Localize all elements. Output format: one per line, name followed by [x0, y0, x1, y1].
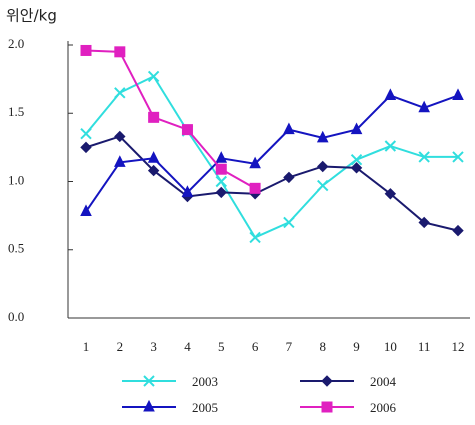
legend-label: 2004 [370, 374, 397, 389]
y-tick-label: 1.5 [8, 104, 24, 119]
point [317, 160, 329, 173]
point [384, 188, 397, 200]
point [350, 122, 363, 135]
point [249, 156, 261, 169]
point [452, 151, 464, 163]
x-tick-label: 12 [452, 339, 465, 354]
legend-marker [321, 401, 333, 413]
y-tick-label: 0.5 [8, 241, 24, 256]
x-tick-label: 9 [353, 339, 360, 354]
x-tick-label: 4 [184, 339, 191, 354]
point [215, 175, 227, 188]
point [114, 46, 126, 58]
point [215, 186, 227, 199]
point [147, 70, 160, 83]
y-tick-label: 1.0 [8, 172, 24, 187]
y-tick-label: 2.0 [8, 36, 24, 51]
point [418, 216, 430, 229]
point [249, 231, 261, 244]
x-tick-label: 3 [150, 339, 157, 354]
legend-label: 2005 [192, 400, 218, 415]
point [418, 100, 430, 113]
point [350, 162, 363, 174]
x-tick-label: 5 [218, 339, 225, 354]
series-line [85, 94, 459, 213]
x-tick-label: 11 [418, 339, 431, 354]
point [80, 141, 92, 154]
point [181, 185, 194, 197]
y-axis-label: 위안/kg [6, 7, 57, 25]
x-tick-label: 10 [384, 339, 397, 354]
point [147, 164, 160, 177]
point [80, 44, 92, 56]
point [452, 88, 464, 101]
point [80, 204, 92, 217]
point [181, 124, 193, 136]
point [384, 88, 397, 101]
x-tick-label: 7 [286, 339, 293, 354]
legend-label: 2006 [370, 400, 397, 415]
series-line [85, 49, 256, 190]
point [114, 155, 126, 167]
point [80, 128, 92, 140]
x-tick-label: 8 [319, 339, 326, 354]
point [283, 216, 295, 229]
legend-marker [143, 375, 155, 387]
point [452, 224, 464, 237]
series-line [85, 135, 459, 232]
point [148, 111, 160, 123]
x-tick-label: 2 [117, 339, 124, 354]
x-tick-label: 6 [252, 339, 259, 354]
point [418, 151, 430, 163]
point [316, 130, 329, 143]
series-line [85, 75, 458, 239]
x-tick-label: 1 [83, 339, 90, 354]
point [249, 182, 261, 194]
point [350, 153, 363, 166]
point [283, 122, 295, 135]
point [215, 151, 228, 163]
point [384, 140, 397, 152]
point [114, 130, 126, 143]
y-tick-label: 0.0 [8, 309, 24, 324]
point [147, 151, 160, 163]
point [283, 171, 295, 184]
point [215, 163, 227, 175]
point [317, 179, 329, 192]
point [114, 87, 126, 99]
legend-marker [143, 399, 155, 412]
legend-marker [321, 375, 333, 387]
legend-label: 2003 [192, 374, 218, 389]
